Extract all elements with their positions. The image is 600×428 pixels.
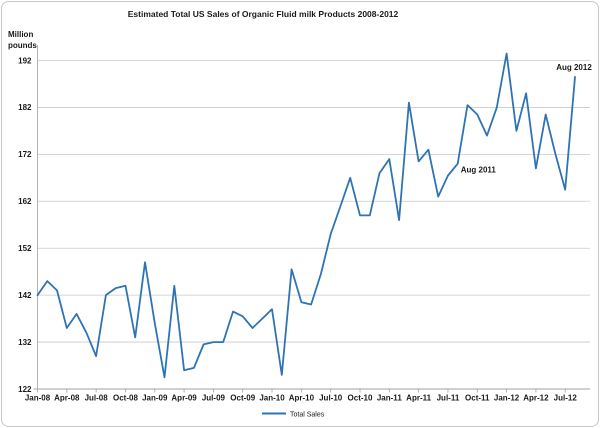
x-tick-label: Jul-11	[437, 394, 460, 403]
y-tick-labels: 122 132 142 152 162 172 182 192	[18, 56, 32, 394]
x-tick-label: Oct-09	[230, 394, 255, 403]
total-sales-data-line	[36, 52, 576, 379]
annotation-aug-2011: Aug 2011	[461, 166, 497, 175]
chart-title: Estimated Total US Sales of Organic Flui…	[128, 9, 399, 19]
x-tick-label: Jul-08	[85, 394, 109, 403]
y-tick-label: 132	[18, 338, 32, 347]
y-tick-label: 172	[18, 150, 32, 159]
annotations: Aug 2011 Aug 2012	[461, 63, 593, 175]
legend-series-label: Total Sales	[290, 412, 325, 419]
y-tick-label: 182	[18, 103, 32, 112]
y-tick-label: 152	[18, 244, 32, 253]
x-tick-label: Apr-12	[523, 394, 549, 403]
legend: Total Sales	[262, 412, 325, 419]
x-tick-label: Jan-09	[142, 394, 168, 403]
x-tick-label: Jan-10	[259, 394, 285, 403]
x-tick-label: Jan-08	[25, 394, 51, 403]
x-tick-label: Jul-10	[319, 394, 343, 403]
x-tick-label: Oct-10	[348, 394, 373, 403]
y-tick-label: 122	[18, 385, 32, 394]
x-tick-label: Apr-11	[406, 394, 431, 403]
x-tick-label: Apr-10	[289, 394, 315, 403]
series-total-sales-line	[36, 52, 576, 379]
annotation-aug-2012: Aug 2012	[556, 63, 592, 72]
x-tick-label: Oct-08	[113, 394, 138, 403]
y-axis-unit-label-line2: pounds	[8, 41, 37, 50]
y-tick-label: 142	[18, 291, 32, 300]
x-tick-label: Jan-11	[377, 394, 402, 403]
axes	[33, 45, 590, 393]
x-tick-label: Jan-12	[494, 394, 520, 403]
x-tick-label: Apr-08	[54, 394, 80, 403]
y-tick-label: 162	[18, 197, 32, 206]
x-tick-labels: Jan-08 Apr-08 Jul-08 Oct-08 Jan-09 Apr-09 Jul-…	[25, 394, 578, 403]
x-tick-label: Jul-09	[202, 394, 226, 403]
y-tick-label: 192	[18, 56, 32, 65]
x-tick-label: Apr-09	[171, 394, 197, 403]
x-tick-label: Oct-11	[465, 394, 490, 403]
y-axis-unit-label-line1: Million	[8, 30, 33, 39]
x-tick-label: Jul-12	[554, 394, 578, 403]
